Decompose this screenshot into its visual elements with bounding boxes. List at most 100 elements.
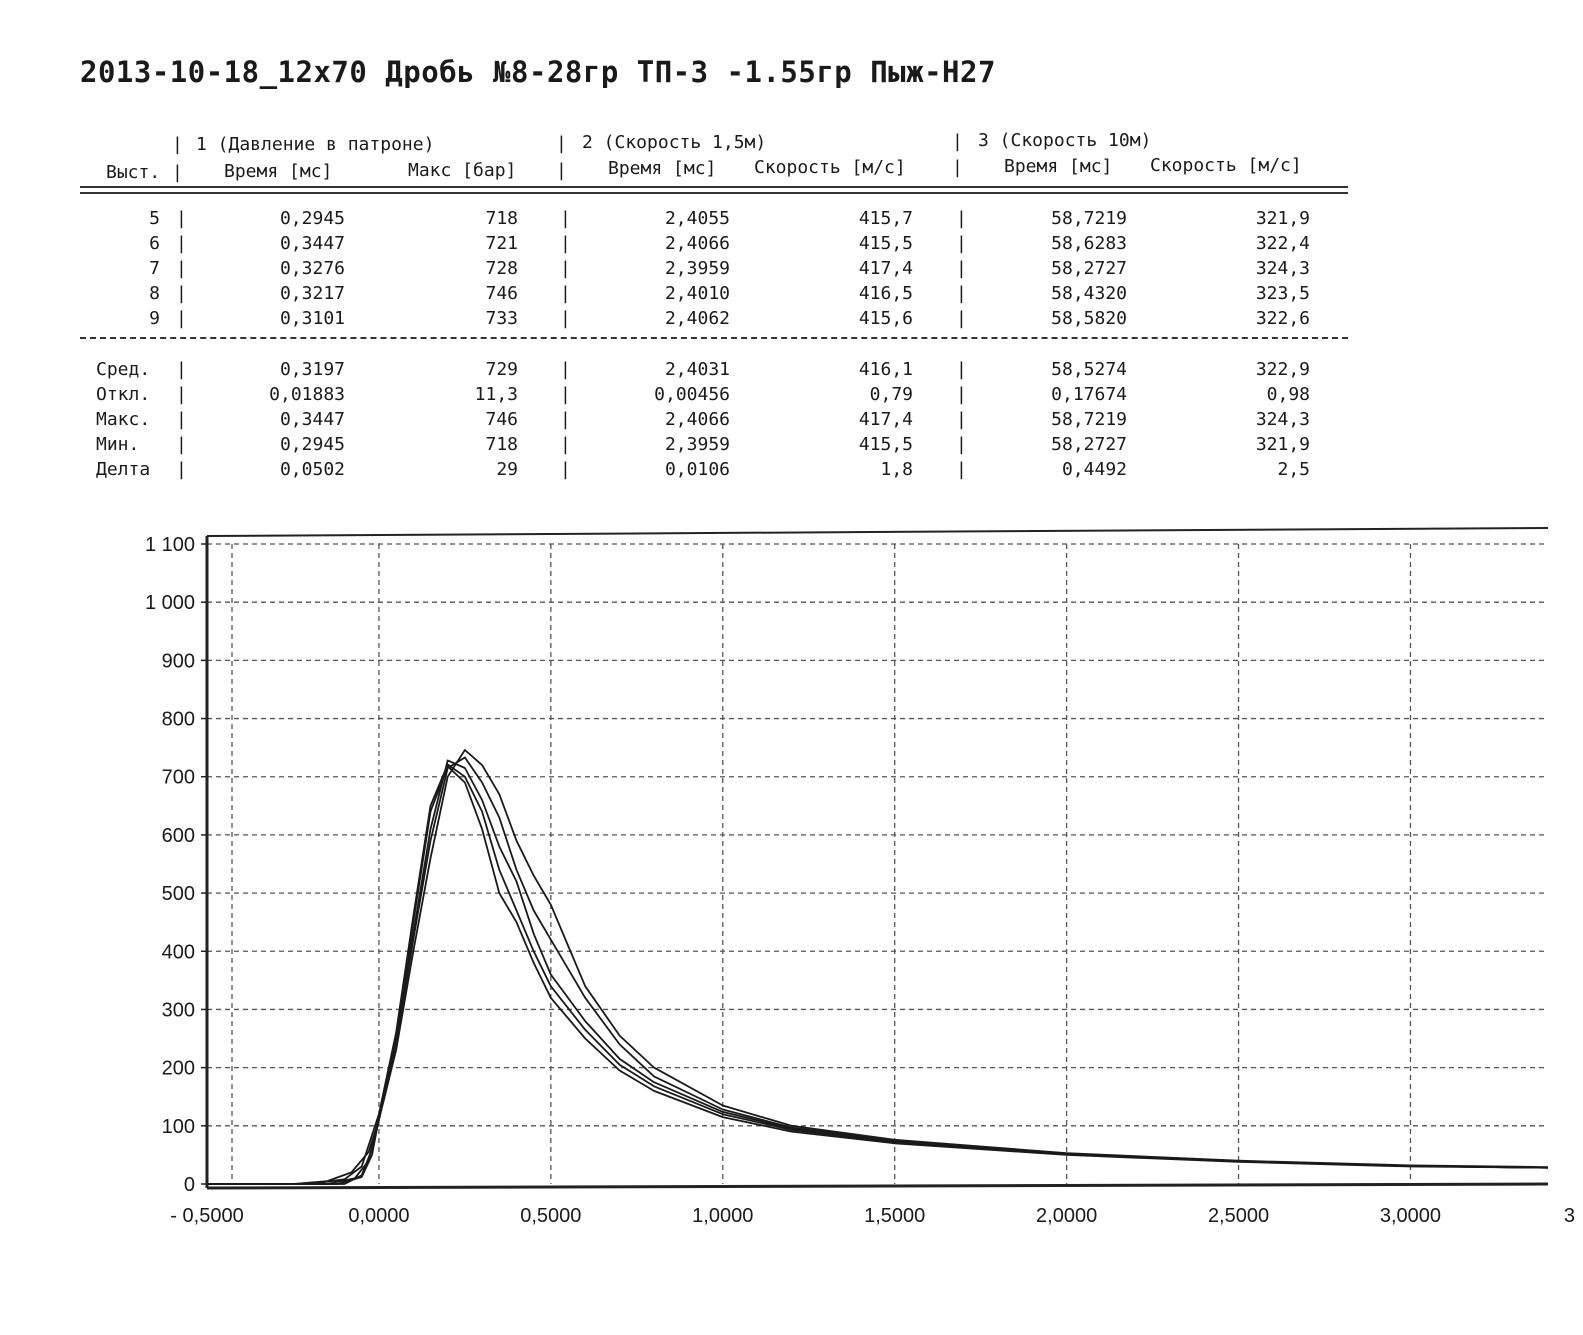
column-separator: | bbox=[560, 409, 571, 430]
x-tick-label: 1,0000 bbox=[692, 1205, 753, 1227]
table-cell: 2,3959 bbox=[664, 258, 730, 279]
table-cell: 718 bbox=[485, 208, 518, 229]
x-tick-label: 0,0000 bbox=[348, 1205, 409, 1227]
table-cell: 58,7219 bbox=[1051, 208, 1127, 229]
table-cell: 718 bbox=[485, 434, 518, 455]
column-separator: | bbox=[952, 131, 963, 152]
row-label: 7 bbox=[149, 258, 160, 279]
table-cell: 0,3197 bbox=[279, 359, 345, 380]
x-tick-label: 0,5000 bbox=[520, 1205, 581, 1227]
x-tick-label: 3,0000 bbox=[1380, 1205, 1441, 1227]
column-separator: | bbox=[172, 162, 183, 183]
column-header-time-1: Время [мс] bbox=[224, 161, 333, 182]
table-cell: 0,79 bbox=[869, 384, 913, 405]
table-cell: 2,4066 bbox=[664, 233, 730, 254]
column-separator: | bbox=[956, 308, 967, 329]
series-line-1 bbox=[207, 765, 1549, 1185]
y-tick-label: 100 bbox=[162, 1116, 195, 1138]
column-separator: | bbox=[560, 208, 571, 229]
y-tick-label: 0 bbox=[184, 1174, 195, 1196]
column-separator: | bbox=[560, 359, 571, 380]
table-cell: 721 bbox=[485, 233, 518, 254]
summary-divider bbox=[80, 337, 1348, 339]
table-cell: 324,3 bbox=[1255, 409, 1310, 430]
table-cell: 2,4062 bbox=[664, 308, 730, 329]
column-separator: | bbox=[560, 258, 571, 279]
column-separator: | bbox=[176, 258, 187, 279]
column-separator: | bbox=[560, 459, 571, 480]
top-border-line bbox=[206, 527, 1549, 537]
column-separator: | bbox=[176, 409, 187, 430]
table-cell: 1,8 bbox=[880, 459, 913, 480]
table-cell: 415,5 bbox=[858, 434, 913, 455]
column-separator: | bbox=[176, 384, 187, 405]
table-cell: 728 bbox=[485, 258, 518, 279]
column-separator: | bbox=[952, 157, 963, 178]
table-cell: 2,4010 bbox=[664, 283, 730, 304]
table-cell: 29 bbox=[496, 459, 518, 480]
column-separator: | bbox=[956, 359, 967, 380]
x-tick-label: 2,5000 bbox=[1208, 1205, 1269, 1227]
table-cell: 0,3447 bbox=[279, 409, 345, 430]
group-header-pressure: 1 (Давление в патроне) bbox=[196, 134, 435, 155]
table-cell: 58,6283 bbox=[1051, 233, 1127, 254]
x-axis-line bbox=[206, 1182, 1549, 1190]
column-separator: | bbox=[560, 233, 571, 254]
y-tick-label: 500 bbox=[162, 883, 195, 905]
table-cell: 0,2945 bbox=[279, 434, 345, 455]
row-label: 8 bbox=[149, 283, 160, 304]
chart-grid bbox=[207, 543, 1548, 1184]
table-cell: 416,5 bbox=[858, 283, 913, 304]
table-cell: 58,4320 bbox=[1051, 283, 1127, 304]
column-separator: | bbox=[176, 283, 187, 304]
y-tick-label: 200 bbox=[162, 1058, 195, 1080]
column-separator: | bbox=[556, 133, 567, 154]
y-tick-label: 800 bbox=[162, 709, 195, 731]
table-cell: 58,2727 bbox=[1051, 258, 1127, 279]
group-header-speed-1-5m: 2 (Скорость 1,5м) bbox=[582, 132, 767, 153]
chart-series bbox=[207, 749, 1549, 1185]
column-separator: | bbox=[176, 359, 187, 380]
table-cell: 58,2727 bbox=[1051, 434, 1127, 455]
table-cell: 0,4492 bbox=[1061, 459, 1127, 480]
column-separator: | bbox=[560, 384, 571, 405]
row-label: Мин. bbox=[96, 434, 140, 455]
column-separator: | bbox=[956, 233, 967, 254]
table-cell: 746 bbox=[485, 283, 518, 304]
y-tick-label: 400 bbox=[162, 941, 195, 963]
table-cell: 0,3276 bbox=[279, 258, 345, 279]
table-cell: 417,4 bbox=[858, 409, 913, 430]
table-cell: 0,3217 bbox=[279, 283, 345, 304]
group-header-speed-10m: 3 (Скорость 10м) bbox=[978, 130, 1152, 151]
column-separator: | bbox=[176, 233, 187, 254]
y-tick-label: 900 bbox=[162, 650, 195, 672]
column-header-time-3: Время [мс] bbox=[1004, 156, 1113, 177]
column-header-time-2: Время [мс] bbox=[608, 158, 717, 179]
table-cell: 2,4066 bbox=[664, 409, 730, 430]
header-double-rule bbox=[80, 186, 1348, 194]
column-separator: | bbox=[956, 384, 967, 405]
column-separator: | bbox=[172, 134, 183, 155]
column-separator: | bbox=[956, 409, 967, 430]
table-cell: 415,6 bbox=[858, 308, 913, 329]
row-label: 9 bbox=[149, 308, 160, 329]
table-cell: 0,00456 bbox=[654, 384, 730, 405]
table-cell: 322,4 bbox=[1255, 233, 1310, 254]
table-cell: 0,0502 bbox=[279, 459, 345, 480]
column-separator: | bbox=[176, 459, 187, 480]
x-tick-label: 2,0000 bbox=[1036, 1205, 1097, 1227]
table-cell: 0,3101 bbox=[279, 308, 345, 329]
column-header-speed-3: Скорость [м/с] bbox=[1150, 155, 1302, 176]
table-cell: 417,4 bbox=[858, 258, 913, 279]
table-cell: 416,1 bbox=[858, 359, 913, 380]
column-header-max: Макс [бар] bbox=[408, 160, 517, 181]
y-tick-label: 600 bbox=[162, 825, 195, 847]
table-cell: 0,01883 bbox=[269, 384, 345, 405]
y-tick-label: 700 bbox=[162, 767, 195, 789]
table-cell: 0,2945 bbox=[279, 208, 345, 229]
table-cell: 322,9 bbox=[1255, 359, 1310, 380]
row-label: 6 bbox=[149, 233, 160, 254]
column-separator: | bbox=[560, 434, 571, 455]
row-label: Откл. bbox=[96, 384, 151, 405]
row-label: Макс. bbox=[96, 409, 151, 430]
